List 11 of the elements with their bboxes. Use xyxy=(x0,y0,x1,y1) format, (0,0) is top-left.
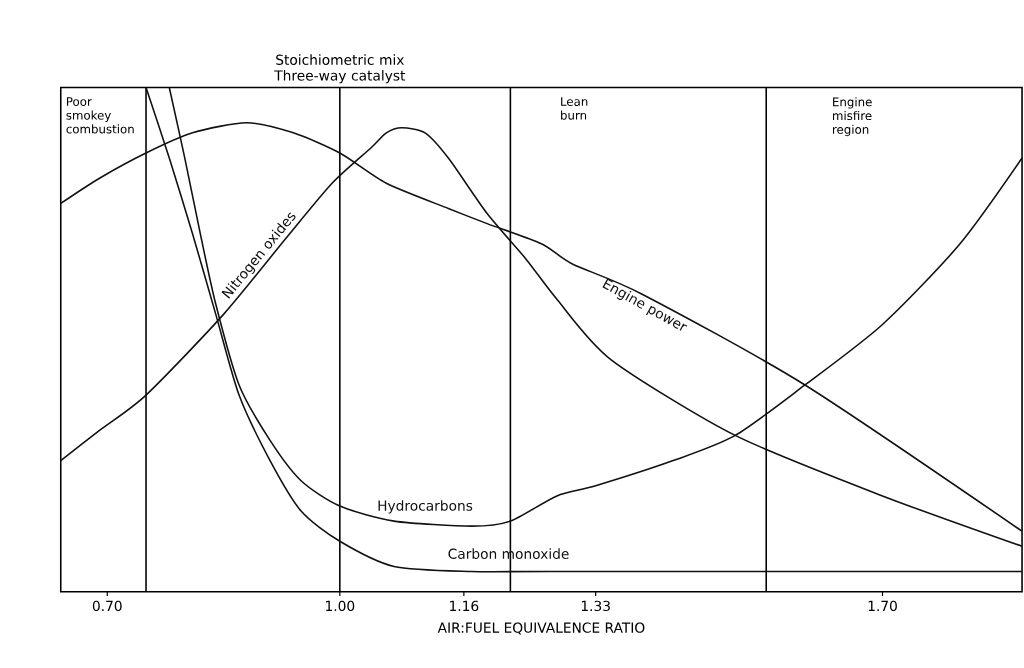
annotation: Lean burn xyxy=(561,97,588,120)
x-tick-label: 1.00 xyxy=(326,600,355,611)
annotation: Poor smokey combustion xyxy=(66,97,134,134)
ref-line-label: Stoichiometric mix Three-way catalyst xyxy=(274,54,406,84)
x-tick-label: 0.70 xyxy=(92,600,122,611)
x-axis-title: AIR:FUEL EQUIVALENCE RATIO xyxy=(437,622,645,635)
annotation: Engine misfire region xyxy=(833,97,872,136)
x-tick-label: 1.33 xyxy=(581,600,610,611)
x-tick-label: 1.70 xyxy=(868,600,897,611)
series-label: Hydrocarbons xyxy=(378,499,473,514)
x-tick-label: 1.16 xyxy=(450,600,479,611)
